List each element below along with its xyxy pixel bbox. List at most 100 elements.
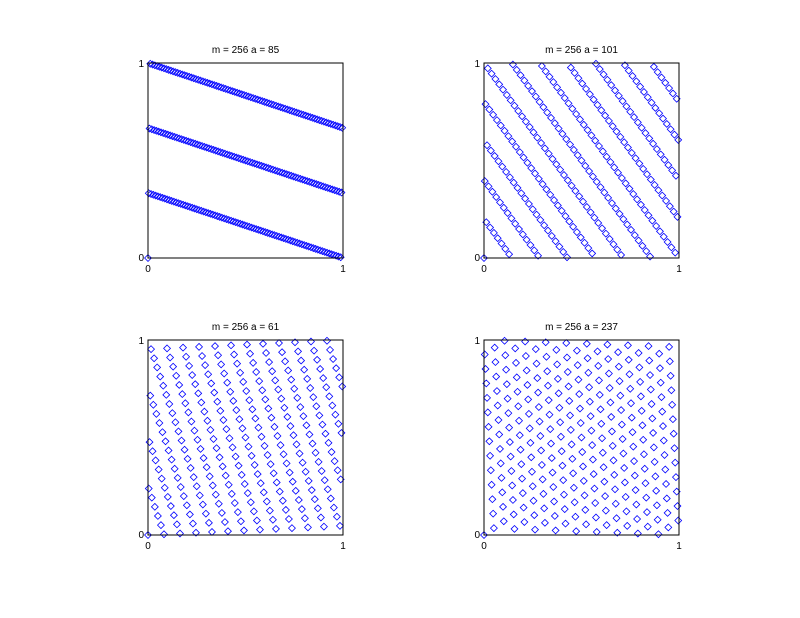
subplot-4-point — [558, 461, 567, 470]
subplot-4-point — [663, 508, 672, 517]
subplot-2-point — [609, 240, 618, 249]
subplot-3-point — [227, 489, 236, 498]
subplot-3-point — [163, 344, 172, 353]
subplot-2-point — [555, 242, 564, 251]
subplot-1-point — [269, 100, 278, 109]
subplot-2-point — [483, 64, 492, 73]
subplot-4-point — [608, 441, 617, 450]
subplot-1-point — [208, 210, 217, 219]
subplot-2-point — [651, 103, 660, 112]
subplot-2-axes-box — [483, 62, 680, 259]
subplot-1-point — [163, 195, 172, 204]
subplot-4-point — [557, 447, 566, 456]
subplot-2-point — [674, 135, 683, 144]
subplot-2-point — [604, 116, 613, 125]
subplot-3-point — [157, 474, 166, 483]
subplot-1-point — [289, 172, 298, 181]
subplot-3-point — [280, 403, 289, 412]
subplot-4-point — [507, 467, 516, 475]
subplot-3-point — [209, 435, 218, 443]
subplot-1-xtick-1: 1 — [340, 264, 346, 275]
subplot-4-point — [567, 440, 576, 449]
subplot-2-point — [605, 234, 614, 243]
subplot-3-point — [155, 419, 164, 427]
subplot-4-point — [649, 443, 658, 452]
subplot-4-point — [564, 382, 573, 391]
subplot-2-point — [542, 185, 551, 194]
subplot-2-point — [611, 204, 620, 213]
subplot-2-point — [663, 238, 672, 246]
subplot-4-point — [489, 509, 498, 518]
subplot-1-point — [199, 207, 208, 216]
subplot-2-point — [604, 193, 613, 202]
subplot-3-title: m = 256 a = 61 — [212, 322, 280, 333]
subplot-3-point — [181, 399, 190, 408]
subplot-2-point — [517, 189, 526, 198]
subplot-3-point — [294, 495, 303, 504]
subplot-2-point — [591, 136, 600, 145]
subplot-1-point — [331, 121, 340, 130]
subplot-4-point — [488, 495, 497, 504]
subplot-2-point — [568, 104, 577, 113]
subplot-4-point — [626, 384, 635, 393]
subplot-1-point — [311, 244, 320, 253]
subplot-2-point — [643, 170, 651, 179]
subplot-2-point — [582, 202, 591, 211]
subplot-3-point — [312, 402, 321, 411]
subplot-3-point — [252, 368, 261, 376]
subplot-1-point — [152, 126, 161, 135]
subplot-4-point — [498, 488, 507, 497]
subplot-2-point — [531, 92, 540, 101]
subplot-1-point — [246, 158, 255, 166]
subplot-1-point — [213, 212, 222, 221]
subplot-1-point — [296, 174, 305, 183]
subplot-4-point — [562, 339, 571, 348]
subplot-4-point — [631, 486, 640, 495]
subplot-4-point — [664, 523, 673, 532]
subplot-3-point — [319, 522, 328, 531]
subplot-1-point — [310, 179, 319, 188]
subplot-4-point — [662, 479, 671, 488]
subplot-2-point — [598, 147, 607, 156]
subplot-4-point — [648, 414, 657, 423]
subplot-1-point — [153, 62, 162, 71]
subplot-1-point — [259, 162, 268, 171]
subplot-1-point — [333, 122, 342, 131]
subplot-2-point — [483, 141, 492, 150]
subplot-1-point — [268, 230, 277, 239]
subplot-1-title: m = 256 a = 85 — [212, 45, 280, 56]
subplot-1-point — [321, 183, 330, 192]
subplot-3-point — [203, 416, 212, 425]
subplot-1-point — [281, 234, 290, 243]
subplot-1-point — [235, 89, 244, 98]
subplot-3-point — [313, 355, 322, 364]
subplot-4-point — [657, 393, 666, 402]
subplot-1-point — [182, 71, 191, 80]
subplot-3-point — [239, 377, 248, 386]
subplot-4-point — [547, 454, 556, 463]
subplot-2-xtick-0: 0 — [481, 264, 487, 275]
subplot-4-point — [602, 521, 611, 530]
subplot-2-point — [639, 87, 648, 96]
subplot-2-point — [576, 233, 585, 242]
subplot-2-point — [633, 118, 642, 127]
subplot-4-point — [658, 407, 667, 416]
subplot-1-point — [261, 228, 270, 237]
subplot-1-point — [232, 153, 241, 162]
subplot-4-point — [502, 365, 511, 374]
subplot-4-point — [543, 367, 552, 376]
subplot-3-point — [299, 412, 308, 421]
subplot-2-point — [593, 100, 602, 109]
subplot-3-point — [282, 459, 291, 468]
subplot-3-point — [236, 368, 245, 377]
subplot-1-point — [240, 91, 248, 99]
subplot-3-point — [285, 468, 294, 477]
subplot-3-point — [294, 347, 303, 356]
subplot-1-point — [220, 149, 229, 158]
subplot-2-point — [512, 142, 520, 151]
subplot-1-point — [198, 77, 207, 86]
subplot-2-point — [592, 177, 601, 186]
subplot-4-point — [545, 410, 554, 419]
subplot-3-point — [335, 373, 344, 382]
subplot-3-point — [210, 388, 219, 397]
